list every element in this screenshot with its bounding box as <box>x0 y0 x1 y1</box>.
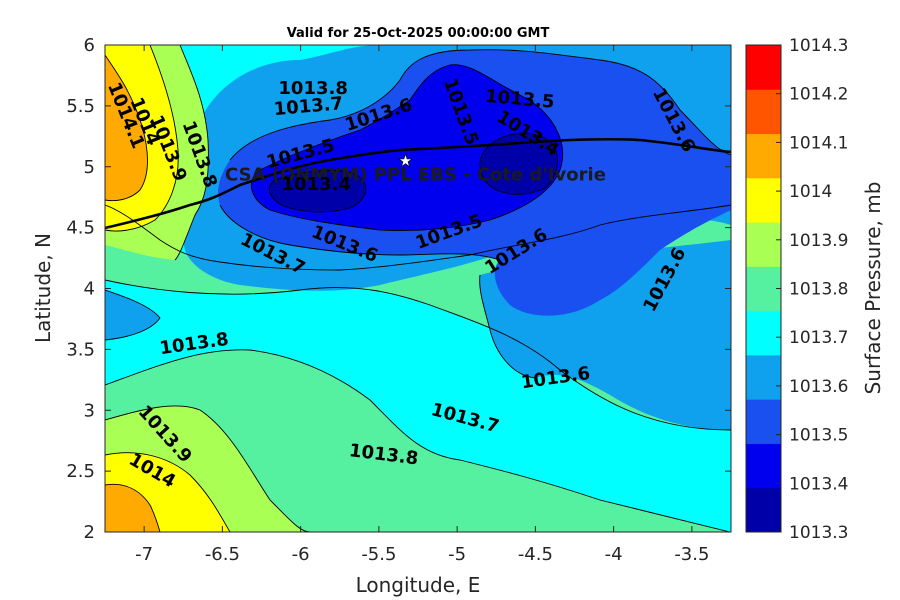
station-layer: ★ CSA (ONMYM) PPL EBS - Cote d'Ivorie <box>225 151 606 186</box>
x-tick-label: -5.5 <box>361 544 396 565</box>
contour-fill-group <box>105 45 731 532</box>
colorbar-tick-label: 1013.8 <box>789 280 848 300</box>
colorbar-swatch <box>746 310 781 356</box>
colorbar-tick-label: 1014.2 <box>789 85 848 105</box>
fill-1013-6-west <box>105 290 160 340</box>
fill-1013-7-south <box>105 280 731 532</box>
y-axis: 2 2.5 3 3.5 4 4.5 5 5.5 6 <box>66 35 731 543</box>
x-axis-label: Longitude, E <box>356 573 481 597</box>
colorbar-swatch <box>746 89 781 135</box>
colorbar-swatch <box>746 266 781 312</box>
colorbar-tick-label: 1014 <box>789 182 832 202</box>
colorbar-tick-label: 1013.4 <box>789 474 848 494</box>
y-tick-label: 4 <box>84 279 95 300</box>
x-tick-label: -6 <box>292 544 310 565</box>
station-name: CSA (ONMYM) PPL EBS - Cote d'Ivorie <box>225 165 606 186</box>
colorbar-swatch <box>746 45 781 90</box>
y-tick-label: 3 <box>84 400 95 421</box>
colorbar-swatch <box>746 399 781 444</box>
x-tick-label: -4 <box>605 544 623 565</box>
y-tick-label: 4.5 <box>66 218 95 239</box>
y-tick-label: 2.5 <box>66 461 95 482</box>
x-tick-label: -3.5 <box>674 544 709 565</box>
fill-1014-1-south <box>105 484 160 532</box>
y-tick-label: 5 <box>84 157 95 178</box>
colorbar-frame <box>745 44 782 533</box>
x-tick-label: -4.5 <box>518 544 553 565</box>
colorbar-tick-label: 1013.7 <box>789 328 848 348</box>
chart-title: Valid for 25-Oct-2025 00:00:00 GMT <box>287 26 550 41</box>
coastline <box>105 137 731 230</box>
colorbar: 1013.3 1013.4 1013.5 1013.6 1013.7 1013.8 1013… <box>746 36 848 543</box>
contour-lines <box>105 45 731 532</box>
contour-label: 1013.4 <box>282 174 351 195</box>
colorbar-tick-label: 1014.3 <box>789 36 848 56</box>
y-tick-label: 5.5 <box>66 96 95 117</box>
fill-1013-3-west <box>269 170 366 212</box>
x-tick-label: -6.5 <box>205 544 240 565</box>
y-tick-label: 2 <box>84 522 95 543</box>
x-tick-label: -5 <box>448 544 466 565</box>
x-axis: -7 -6.5 -6 -5.5 -5 -4.5 -4 -3.5 <box>135 45 709 565</box>
contour-label: 1013.8 <box>278 78 347 99</box>
colorbar-swatch <box>746 133 781 179</box>
colorbar-swatch <box>746 354 781 400</box>
colorbar-tick-label: 1013.5 <box>789 426 848 446</box>
colorbar-tick-label: 1014.1 <box>789 133 848 153</box>
station-star-icon: ★ <box>398 152 413 172</box>
fill-1013-3-east <box>479 133 558 195</box>
colorbar-tick-label: 1013.3 <box>789 523 848 543</box>
colorbar-swatch <box>746 222 781 267</box>
colorbar-tick-label: 1013.6 <box>789 377 848 397</box>
y-tick-label: 6 <box>84 35 95 56</box>
colorbar-tick-label: 1013.9 <box>789 231 848 251</box>
colorbar-label: Surface Pressure, mb <box>861 182 885 395</box>
x-tick-label: -7 <box>135 544 153 565</box>
y-tick-label: 3.5 <box>66 339 95 360</box>
y-axis-label: Latitude, N <box>31 233 55 343</box>
fill-1014-1-west <box>105 55 148 201</box>
colorbar-swatch <box>746 487 781 533</box>
colorbar-swatch <box>746 177 781 223</box>
colorbar-swatch <box>746 443 781 489</box>
